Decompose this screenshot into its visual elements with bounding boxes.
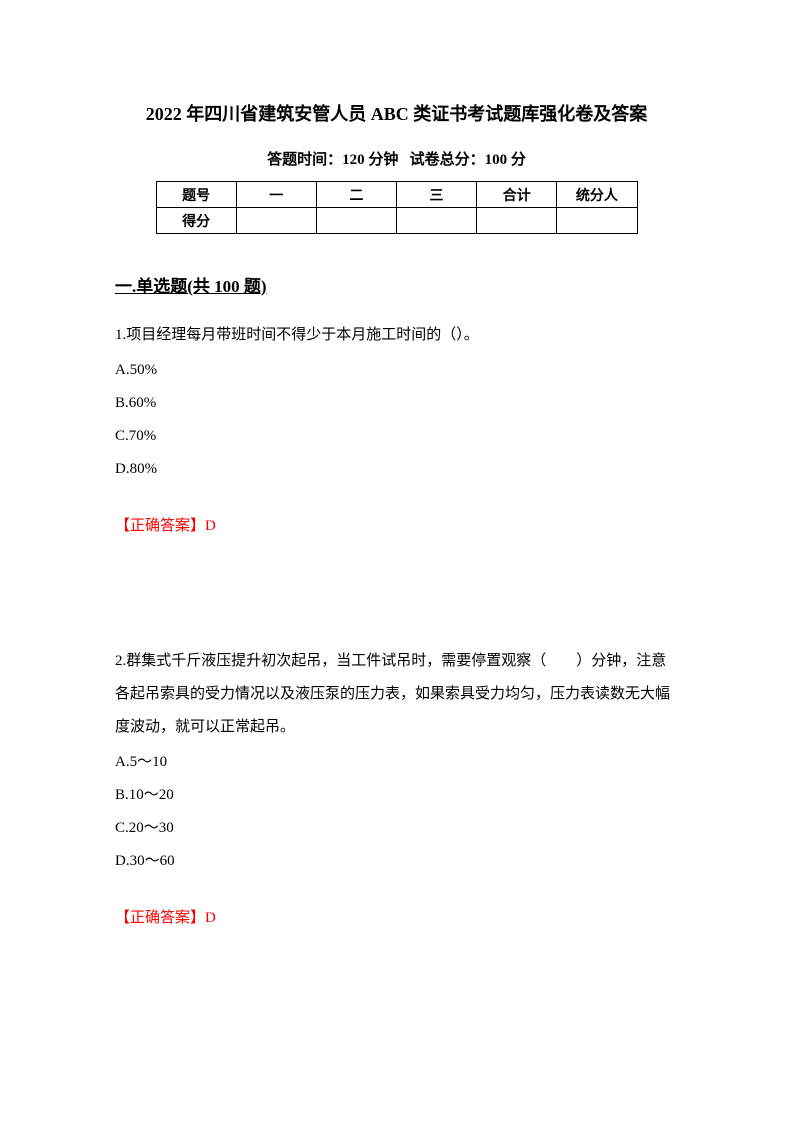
option-a: A.5～10 — [115, 746, 678, 779]
option-d: D.30～60 — [115, 845, 678, 878]
option-b: B.10～20 — [115, 779, 678, 812]
table-cell: 统分人 — [557, 182, 637, 208]
time-label: 答题时间： — [267, 152, 342, 168]
section-title: 一.单选题(共 100 题) — [115, 272, 678, 297]
question-2: 2.群集式千斤液压提升初次起吊，当工件试吊时，需要停置观察（ ）分钟，注意各起吊… — [115, 645, 678, 927]
table-row: 题号 一 二 三 合计 统分人 — [156, 182, 637, 208]
exam-info: 答题时间：120 分钟 试卷总分：100 分 — [115, 148, 678, 169]
option-b: B.60% — [115, 387, 678, 420]
table-cell: 得分 — [156, 208, 236, 234]
table-cell: 二 — [316, 182, 396, 208]
table-cell — [316, 208, 396, 234]
score-label: 试卷总分： — [410, 152, 485, 168]
table-cell — [557, 208, 637, 234]
option-d: D.80% — [115, 453, 678, 486]
question-1: 1.项目经理每月带班时间不得少于本月施工时间的（）。 A.50% B.60% C… — [115, 319, 678, 535]
option-c: C.70% — [115, 420, 678, 453]
table-cell: 题号 — [156, 182, 236, 208]
table-cell — [396, 208, 476, 234]
table-cell — [236, 208, 316, 234]
table-cell: 合计 — [477, 182, 557, 208]
correct-answer: 【正确答案】D — [115, 906, 678, 927]
score-table: 题号 一 二 三 合计 统分人 得分 — [156, 181, 638, 234]
option-c: C.20～30 — [115, 812, 678, 845]
time-value: 120 分钟 — [342, 152, 398, 168]
table-cell: 三 — [396, 182, 476, 208]
question-text: 1.项目经理每月带班时间不得少于本月施工时间的（）。 — [115, 319, 678, 352]
option-a: A.50% — [115, 354, 678, 387]
table-row: 得分 — [156, 208, 637, 234]
document-title: 2022 年四川省建筑安管人员 ABC 类证书考试题库强化卷及答案 — [115, 100, 678, 126]
table-cell: 一 — [236, 182, 316, 208]
table-cell — [477, 208, 557, 234]
question-text: 2.群集式千斤液压提升初次起吊，当工件试吊时，需要停置观察（ ）分钟，注意各起吊… — [115, 645, 678, 744]
score-value: 100 分 — [485, 152, 526, 168]
correct-answer: 【正确答案】D — [115, 514, 678, 535]
